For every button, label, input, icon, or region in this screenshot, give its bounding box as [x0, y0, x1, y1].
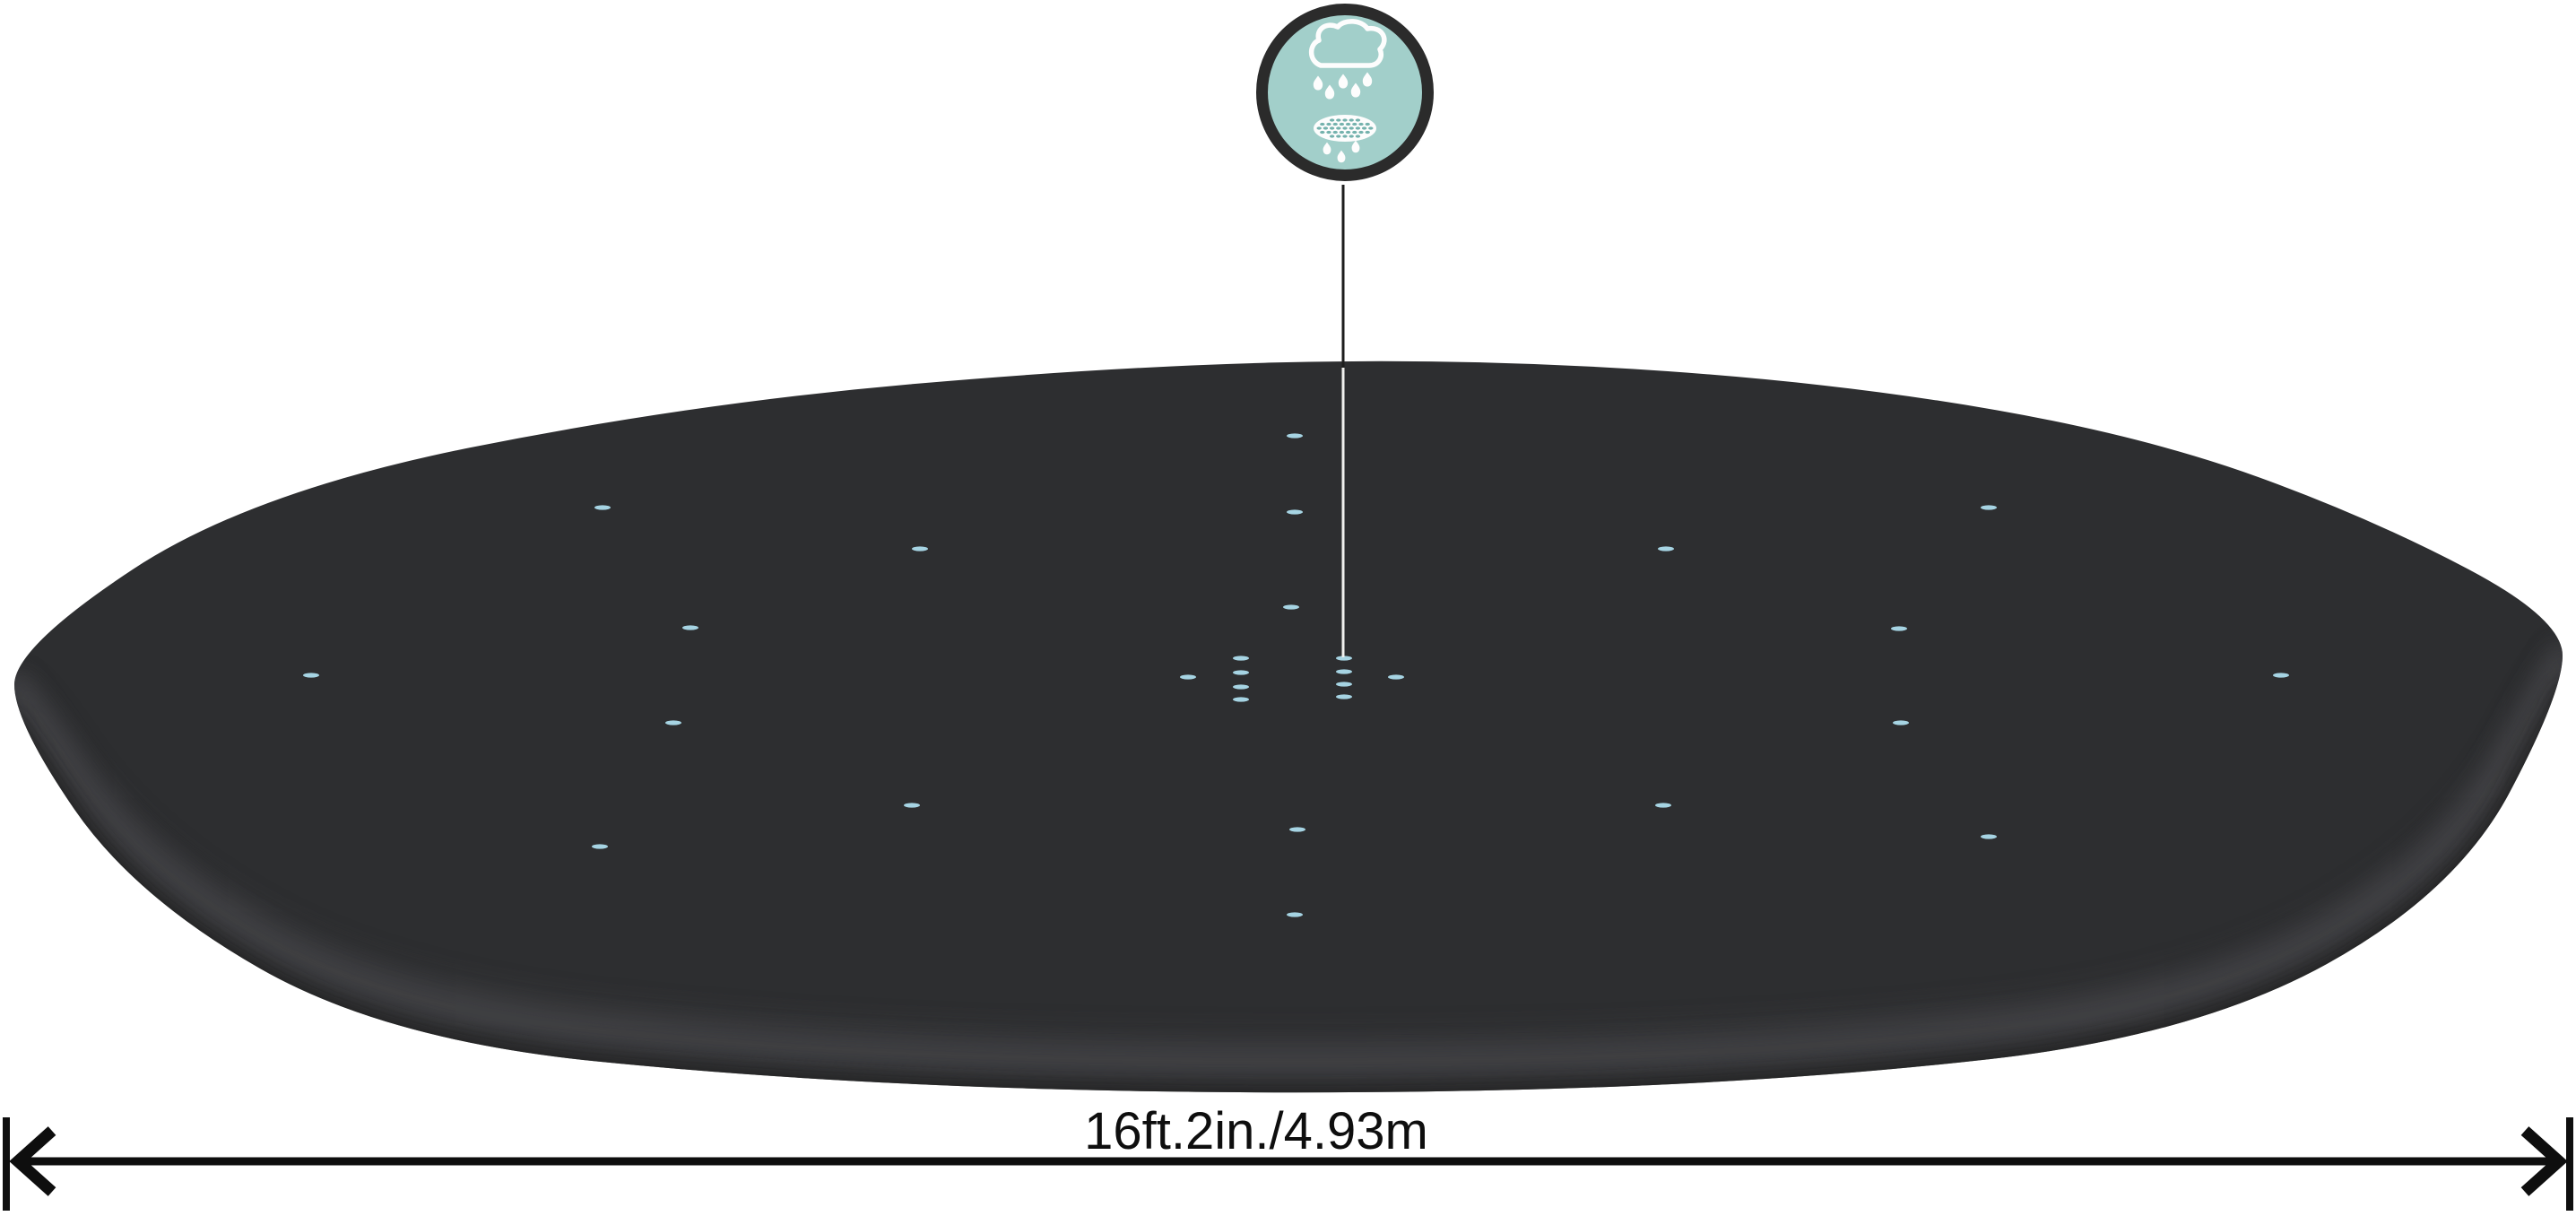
drain-dash: [2273, 673, 2289, 678]
drain-dash: [1658, 546, 1674, 552]
rain-drain-icon: [1256, 4, 1434, 181]
drain-dash: [912, 546, 928, 552]
rim-bottom-shadow: [14, 683, 2563, 1093]
drain-dash: [303, 673, 319, 678]
sieve-hole-dot: [1336, 135, 1341, 138]
drain-dash: [1336, 669, 1352, 674]
sieve-hole-dot: [1358, 122, 1364, 126]
drain-dash: [904, 803, 920, 808]
drain-dash: [1891, 626, 1907, 631]
drain-dash: [1233, 697, 1249, 702]
drain-dash: [1893, 720, 1909, 725]
sieve-hole-dot: [1329, 126, 1335, 130]
arrow-left-icon: [9, 1126, 56, 1196]
sieve-hole-dot: [1323, 126, 1329, 130]
drain-dash: [1336, 682, 1352, 687]
sieve-hole-dot: [1355, 126, 1361, 130]
drain-dash: [1289, 827, 1305, 832]
sieve-hole-dot: [1326, 130, 1331, 135]
sieve-hole-dot: [1349, 135, 1354, 138]
drain-dash: [1233, 670, 1249, 675]
sieve-hole-dot: [1336, 126, 1341, 130]
drain-dash: [665, 720, 681, 725]
sieve-hole-dot: [1352, 122, 1357, 126]
drain-dash: [1388, 674, 1404, 680]
drain-dash: [1287, 433, 1303, 439]
sieve-hole-dot: [1339, 130, 1345, 135]
sieve-hole-dot: [1329, 135, 1335, 138]
rain-cloud-icon: [1308, 19, 1387, 68]
dimension-label: 16ft.2in./4.93m: [1084, 1102, 1428, 1160]
sieve-hole-dot: [1352, 130, 1357, 135]
drain-dash: [1180, 674, 1196, 680]
drain-dash: [1981, 834, 1997, 839]
cover-top-surface: [14, 360, 2563, 1093]
sieve-hole-dot: [1339, 122, 1345, 126]
sieve-hole-dot: [1342, 126, 1348, 130]
drain-dash: [1336, 694, 1352, 699]
drain-dash: [1287, 509, 1303, 515]
sieve-hole-dot: [1368, 126, 1374, 130]
sieve-hole-dot: [1355, 135, 1361, 138]
sieve-hole-dot: [1332, 122, 1338, 126]
rim-highlight: [14, 642, 2563, 1075]
sieve-hole-dot: [1365, 122, 1370, 126]
sieve-hole-dot: [1349, 118, 1354, 122]
sieve-hole-dot: [1365, 130, 1370, 135]
arrow-right-icon: [2520, 1126, 2568, 1196]
sieve-hole-dot: [1320, 122, 1325, 126]
drain-dash: [1981, 505, 1997, 510]
dimension-indicator: 16ft.2in./4.93m: [3, 1102, 2573, 1211]
sieve-hole-dot: [1316, 126, 1322, 130]
cover-front-rim: [14, 642, 2563, 1093]
drain-dash: [1233, 656, 1249, 661]
sieve-hole-dot: [1355, 118, 1361, 122]
sieve-hole-dot: [1349, 126, 1354, 130]
sieve-hole-dot: [1336, 118, 1341, 122]
sieve-hole-dot: [1332, 130, 1338, 135]
sieve-hole-dot: [1342, 135, 1348, 138]
sieve-hole-dot: [1345, 122, 1351, 126]
drain-dash: [682, 625, 698, 630]
sieve-hole-dot: [1329, 118, 1335, 122]
icon-circle: [1256, 4, 1434, 181]
drain-sieve-holes: [1316, 118, 1374, 138]
drain-dash: [594, 505, 611, 510]
sieve-hole-dot: [1326, 122, 1331, 126]
drain-dash: [1287, 912, 1303, 917]
drain-dash: [592, 844, 608, 849]
sieve-hole-dot: [1320, 130, 1325, 135]
sieve-hole-dot: [1361, 126, 1367, 130]
drain-hole-dashes: [303, 433, 2289, 917]
sieve-hole-dot: [1358, 130, 1364, 135]
drain-dash: [1336, 656, 1352, 661]
pool-cover: [14, 360, 2563, 1093]
drain-dash: [1283, 604, 1299, 610]
drain-dash: [1655, 803, 1671, 808]
sieve-hole-dot: [1342, 118, 1348, 122]
sieve-hole-dot: [1345, 130, 1351, 135]
drain-dash: [1233, 684, 1249, 690]
